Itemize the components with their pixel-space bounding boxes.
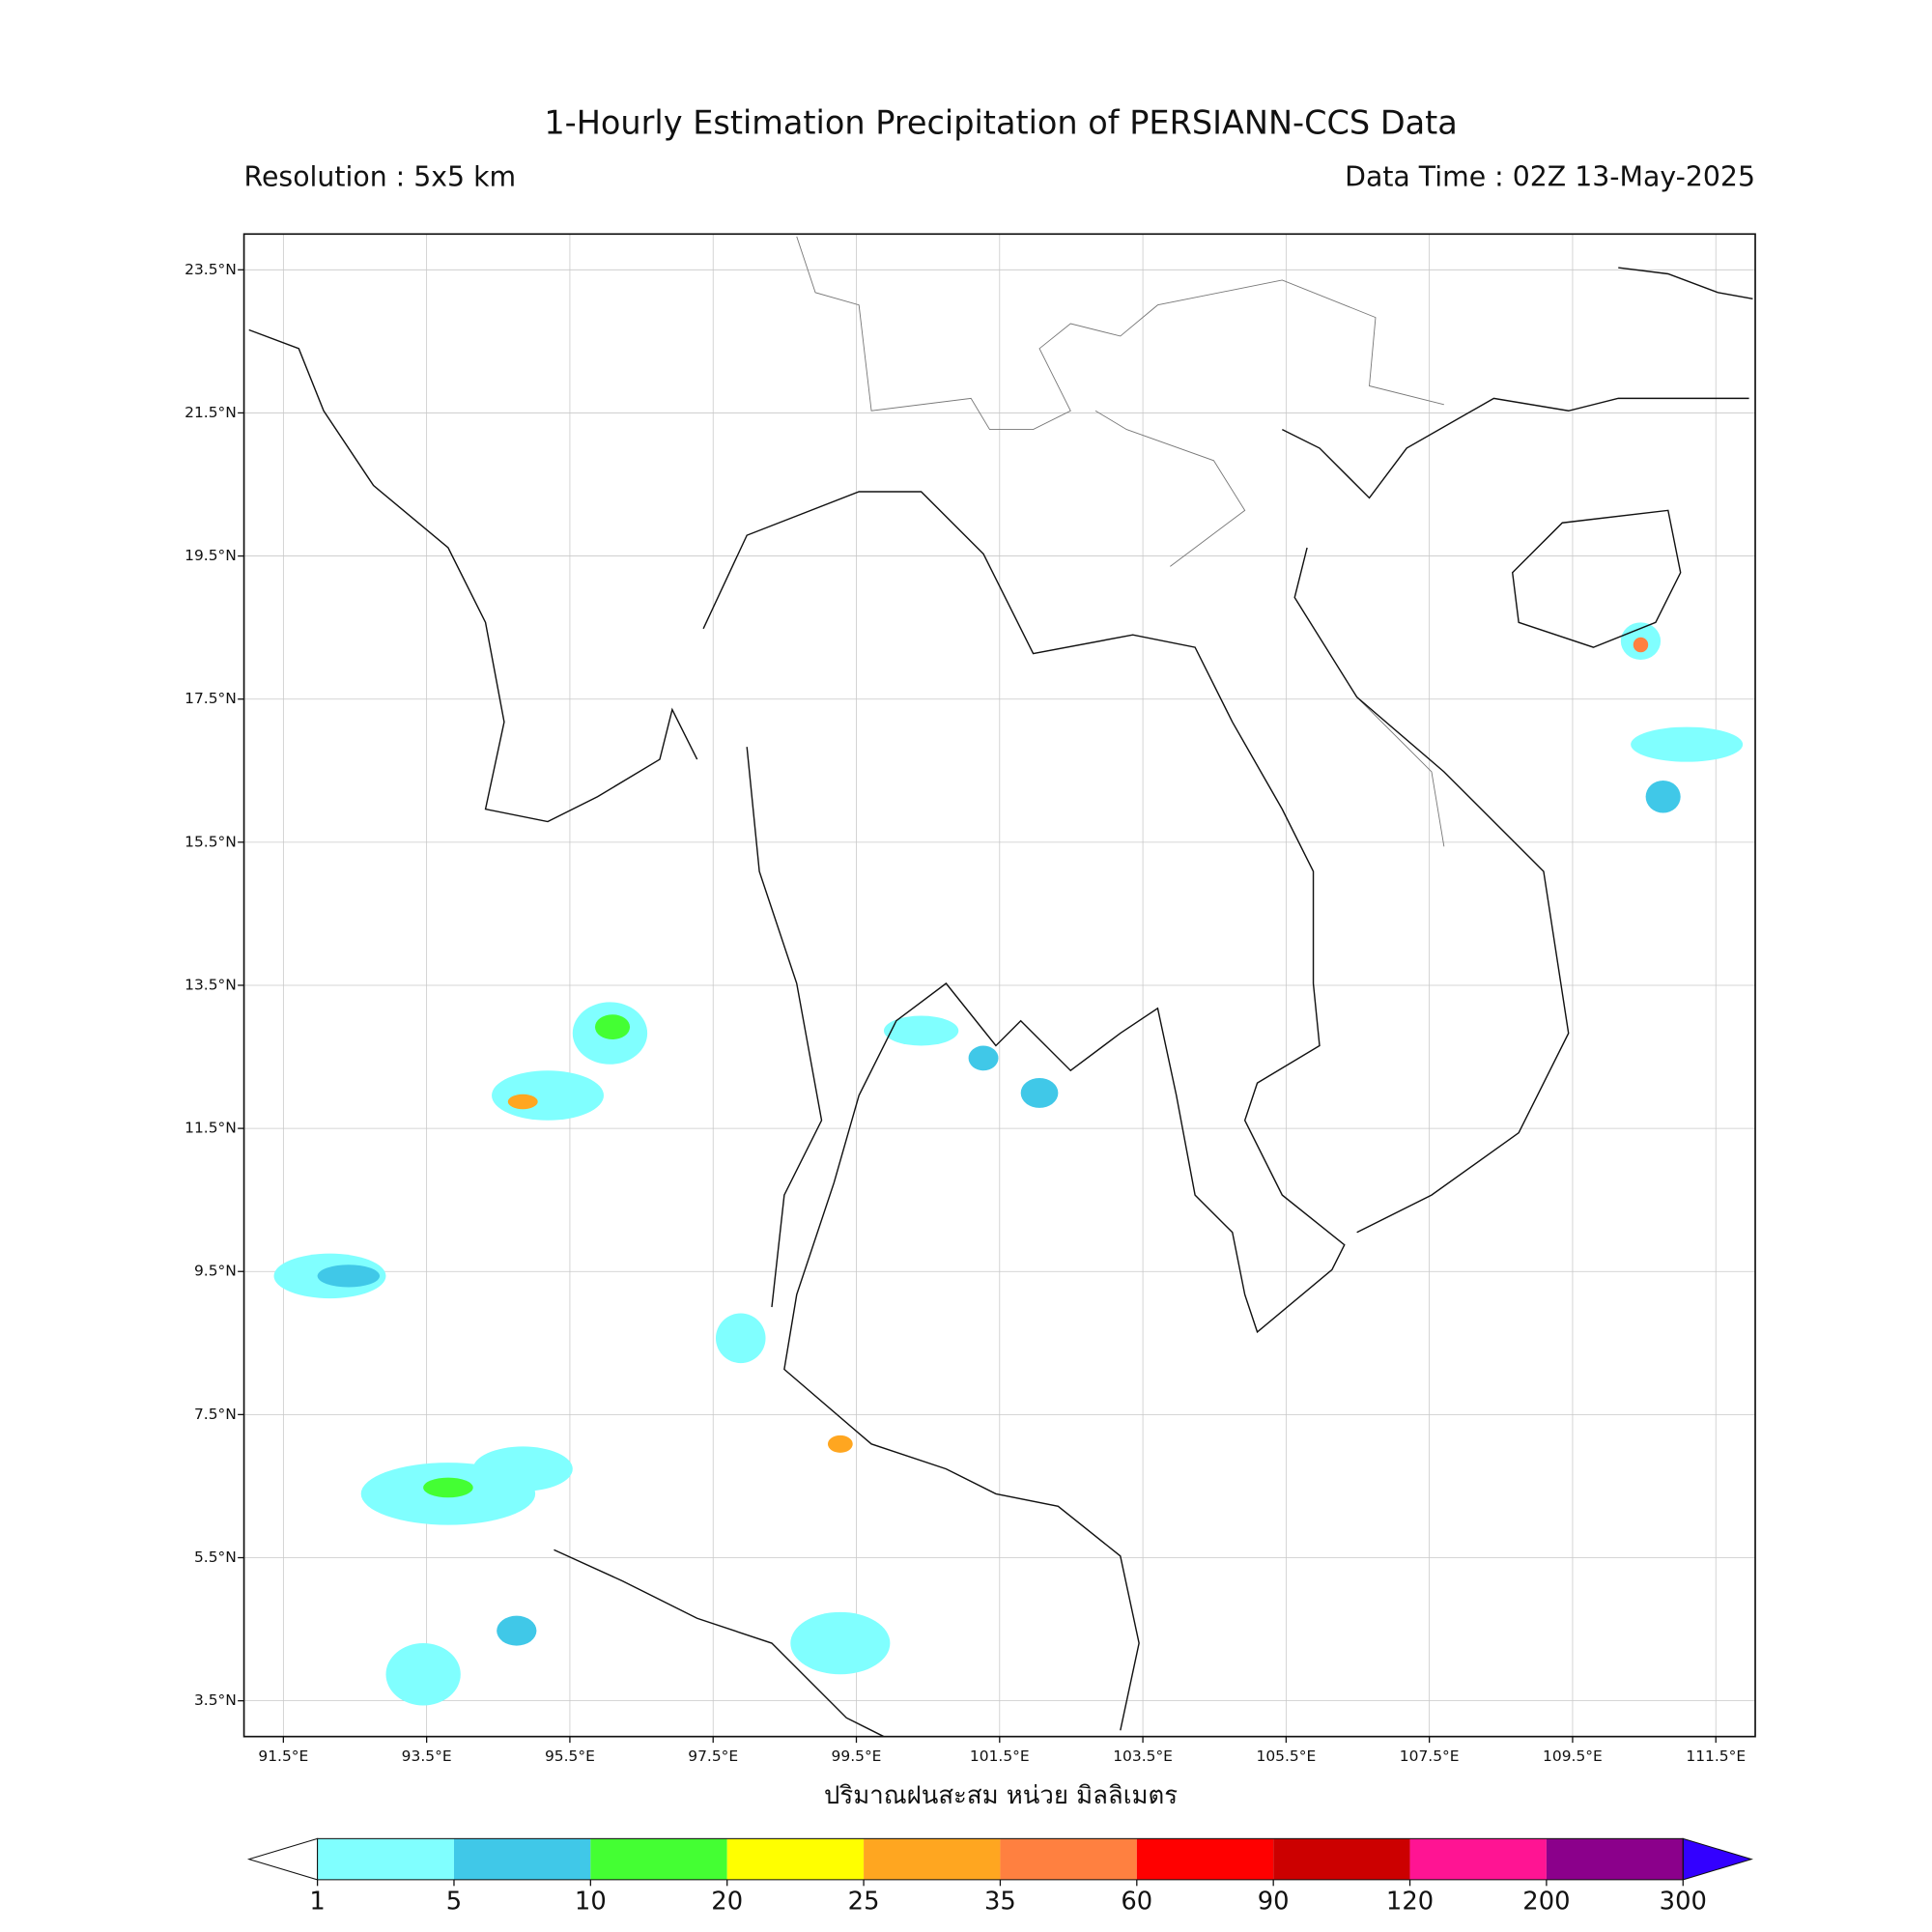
y-tick-label: 3.5°N xyxy=(194,1691,237,1709)
colorbar-segment xyxy=(590,1838,727,1880)
rain-area xyxy=(507,1094,538,1110)
rain-area xyxy=(1020,1077,1059,1108)
rain-area xyxy=(497,1615,537,1646)
colorbar-segment xyxy=(317,1838,454,1880)
colorbar-tick-label: 25 xyxy=(848,1888,880,1917)
colorbar-tick-label: 20 xyxy=(711,1888,743,1917)
colorbar-tick-label: 60 xyxy=(1121,1888,1152,1917)
colorbar-segment xyxy=(453,1838,591,1880)
rain-area xyxy=(1631,726,1744,762)
rain-area xyxy=(790,1611,891,1675)
colorbar-tick-label: 1 xyxy=(309,1888,325,1917)
colorbar-tick-label: 10 xyxy=(575,1888,607,1917)
x-tick-label: 111.5°E xyxy=(1686,1747,1746,1765)
colorbar: 1 5 10 20 25 35 60 90 120 200 300 xyxy=(246,1837,1753,1917)
colorbar-tick-label: 90 xyxy=(1258,1888,1290,1917)
colorbar-segment xyxy=(1136,1838,1274,1880)
x-tick-label: 91.5°E xyxy=(258,1747,308,1765)
x-tick-label: 97.5°E xyxy=(688,1747,738,1765)
rain-area xyxy=(715,1313,766,1364)
rain-area xyxy=(317,1264,381,1288)
x-tick-label: 93.5°E xyxy=(402,1747,452,1765)
colorbar-segment xyxy=(1273,1838,1410,1880)
x-tick-label: 107.5°E xyxy=(1400,1747,1460,1765)
precipitation xyxy=(273,622,1744,1706)
y-tick-label: 21.5°N xyxy=(185,404,237,421)
y-tick-label: 19.5°N xyxy=(185,547,237,564)
x-tick-label: 101.5°E xyxy=(970,1747,1030,1765)
colorbar-over xyxy=(1682,1837,1753,1881)
y-tick-label: 7.5°N xyxy=(194,1406,237,1423)
y-tick-label: 9.5°N xyxy=(194,1263,237,1280)
coastline xyxy=(248,267,1753,1738)
colorbar-tick-label: 35 xyxy=(984,1888,1016,1917)
x-tick-label: 105.5°E xyxy=(1257,1747,1317,1765)
rain-area xyxy=(472,1446,573,1492)
y-tick-label: 11.5°N xyxy=(185,1120,237,1137)
chart-title: 1-Hourly Estimation Precipitation of PER… xyxy=(544,103,1458,141)
colorbar-tick-label: 120 xyxy=(1386,1888,1434,1917)
map xyxy=(242,233,1756,1738)
colorbar-segment xyxy=(1409,1838,1547,1880)
resolution: Resolution : 5x5 km xyxy=(244,160,517,192)
colorbar-segment xyxy=(726,1838,865,1880)
y-tick-label: 5.5°N xyxy=(194,1548,237,1566)
grid xyxy=(243,234,1756,1737)
y-tick-label: 23.5°N xyxy=(185,261,237,278)
rain-area xyxy=(492,1070,604,1121)
data-time: Data Time : 02Z 13-May-2025 xyxy=(1345,160,1755,192)
colorbar-segment xyxy=(864,1838,1001,1880)
rain-area xyxy=(423,1477,473,1498)
x-axis-label: ปริมาณฝนสะสม หน่วย มิลลิเมตร xyxy=(824,1781,1178,1810)
colorbar-segment xyxy=(1546,1838,1684,1880)
x-tick-label: 103.5°E xyxy=(1113,1747,1173,1765)
x-tick-label: 109.5°E xyxy=(1543,1747,1603,1765)
y-tick-label: 15.5°N xyxy=(185,833,237,850)
rain-area xyxy=(1645,780,1681,813)
rain-area xyxy=(1633,637,1649,653)
y-tick-label: 17.5°N xyxy=(185,690,237,707)
x-tick-label: 99.5°E xyxy=(832,1747,882,1765)
rain-area xyxy=(594,1014,631,1040)
country-border xyxy=(796,236,1445,847)
y-tick-label: 13.5°N xyxy=(185,976,237,993)
colorbar-tick-label: 5 xyxy=(446,1888,462,1917)
rain-area xyxy=(968,1045,999,1071)
axis-ticks: 91.5°E 93.5°E 95.5°E 97.5°E 99.5°E 101.5°E 103… xyxy=(185,261,1746,1765)
x-tick-label: 95.5°E xyxy=(545,1747,595,1765)
colorbar-tick-label: 200 xyxy=(1522,1888,1570,1917)
colorbar-tick-label: 300 xyxy=(1660,1888,1707,1917)
rain-area xyxy=(883,1015,959,1046)
colorbar-segment xyxy=(1000,1838,1137,1880)
rain-area xyxy=(827,1435,853,1453)
colorbar-under xyxy=(246,1837,319,1881)
rain-area xyxy=(385,1643,461,1706)
